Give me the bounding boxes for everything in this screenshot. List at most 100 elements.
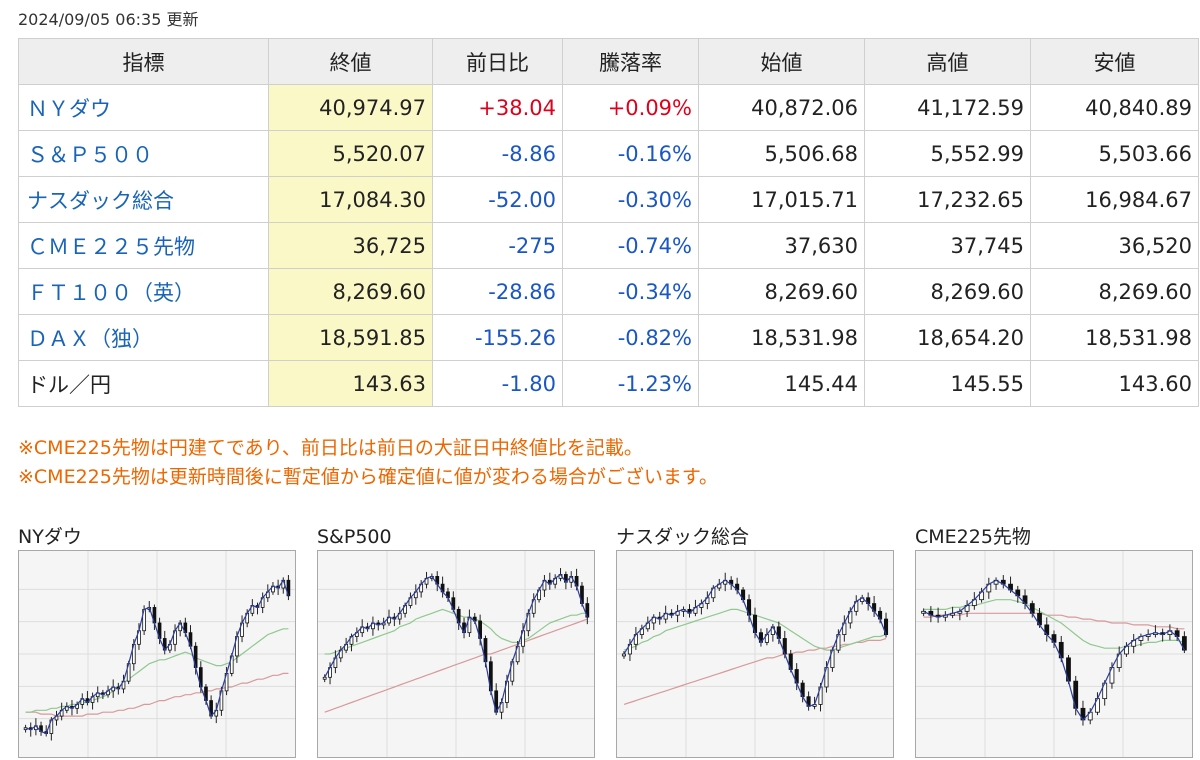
rate-value: -0.34% bbox=[562, 268, 699, 315]
header-low: 安値 bbox=[1030, 38, 1199, 85]
candle-body bbox=[286, 579, 291, 597]
ma-short-line bbox=[324, 573, 588, 714]
mini-chart-cme225[interactable]: CME225先物 bbox=[915, 524, 1195, 758]
candle-body bbox=[621, 653, 627, 657]
mini-chart-nasdaq[interactable]: ナスダック総合 bbox=[616, 524, 896, 758]
close-value: 8,269.60 bbox=[268, 268, 433, 315]
rate-value: -0.74% bbox=[562, 222, 699, 269]
notes: ※CME225先物は円建てであり、前日比は前日の大証日中終値比を記載。 ※CME… bbox=[18, 434, 718, 492]
open-value: 18,531.98 bbox=[698, 314, 865, 361]
candle-body bbox=[883, 618, 889, 636]
change-value: +38.04 bbox=[432, 84, 563, 131]
indicator-link[interactable]: Ｓ＆Ｐ５００ bbox=[27, 142, 153, 167]
indicator-link[interactable]: ＣＭＥ２２５先物 bbox=[27, 234, 195, 259]
table-row: Ｓ＆Ｐ５００ 5,520.07 -8.86 -0.16% 5,506.68 5,552.9… bbox=[18, 130, 1199, 177]
high-value: 41,172.59 bbox=[864, 84, 1031, 131]
change-value: -275 bbox=[432, 222, 563, 269]
row-name-cell[interactable]: ナスダック総合 bbox=[18, 176, 269, 223]
change-value: -155.26 bbox=[432, 314, 563, 361]
open-value: 37,630 bbox=[698, 222, 865, 269]
note-cme-yen: ※CME225先物は円建てであり、前日比は前日の大証日中終値比を記載。 bbox=[18, 437, 643, 459]
high-value: 5,552.99 bbox=[864, 130, 1031, 177]
mini-chart-title: ナスダック総合 bbox=[616, 526, 750, 548]
mini-chart-plot[interactable] bbox=[317, 550, 595, 758]
row-name-cell[interactable]: ＤＡＸ（独） bbox=[18, 314, 269, 361]
candle-body bbox=[1181, 636, 1187, 651]
close-value: 40,974.97 bbox=[268, 84, 433, 131]
mini-chart-title: CME225先物 bbox=[915, 526, 1031, 548]
high-value: 145.55 bbox=[864, 360, 1031, 407]
indicator-link[interactable]: ＤＡＸ（独） bbox=[27, 326, 153, 351]
candle-body bbox=[585, 603, 590, 618]
low-value: 40,840.89 bbox=[1030, 84, 1199, 131]
table-header-row: 指標 終値 前日比 騰落率 始値 高値 安値 bbox=[18, 38, 1199, 85]
ma-short-line bbox=[623, 579, 887, 708]
indicator-label: ドル／円 bbox=[27, 372, 111, 397]
close-value: 18,591.85 bbox=[268, 314, 433, 361]
updated-timestamp: 2024/09/05 06:35 更新 bbox=[18, 10, 199, 29]
indicator-link[interactable]: ＮＹダウ bbox=[27, 96, 111, 121]
high-value: 37,745 bbox=[864, 222, 1031, 269]
low-value: 18,531.98 bbox=[1030, 314, 1199, 361]
row-name-cell[interactable]: Ｓ＆Ｐ５００ bbox=[18, 130, 269, 177]
low-value: 8,269.60 bbox=[1030, 268, 1199, 315]
close-value: 17,084.30 bbox=[268, 176, 433, 223]
open-value: 5,506.68 bbox=[698, 130, 865, 177]
row-name-cell[interactable]: ＮＹダウ bbox=[18, 84, 269, 131]
high-value: 8,269.60 bbox=[864, 268, 1031, 315]
market-quotes-table: 指標 終値 前日比 騰落率 始値 高値 安値 ＮＹダウ 40,974.97 +38.… bbox=[18, 38, 1199, 407]
header-change: 前日比 bbox=[432, 38, 563, 85]
rate-value: -0.16% bbox=[562, 130, 699, 177]
low-value: 143.60 bbox=[1030, 360, 1199, 407]
rate-value: +0.09% bbox=[562, 84, 699, 131]
row-name-cell[interactable]: ＣＭＥ２２５先物 bbox=[18, 222, 269, 269]
rate-value: -1.23% bbox=[562, 360, 699, 407]
open-value: 145.44 bbox=[698, 360, 865, 407]
ma-mid-line bbox=[25, 628, 289, 713]
header-rate: 騰落率 bbox=[562, 38, 699, 85]
header-close: 終値 bbox=[268, 38, 433, 85]
table-row: ＦＴ１００（英） 8,269.60 -28.86 -0.34% 8,269.60 8,26… bbox=[18, 268, 1199, 315]
mini-chart-plot[interactable] bbox=[915, 550, 1193, 758]
ma-long-line bbox=[25, 672, 289, 717]
row-name-cell[interactable]: ＦＴ１００（英） bbox=[18, 268, 269, 315]
mini-chart-plot[interactable] bbox=[616, 550, 894, 758]
ma-short-line bbox=[25, 578, 289, 735]
table-row: ドル／円 143.63 -1.80 -1.23% 145.44 145.55 143.60 bbox=[18, 360, 1199, 407]
ma-long-line bbox=[324, 618, 588, 713]
mini-chart-sp500[interactable]: S&P500 bbox=[317, 524, 597, 758]
ma-long-line bbox=[623, 637, 887, 705]
open-value: 17,015.71 bbox=[698, 176, 865, 223]
close-value: 143.63 bbox=[268, 360, 433, 407]
close-value: 36,725 bbox=[268, 222, 433, 269]
change-value: -52.00 bbox=[432, 176, 563, 223]
header-indicator: 指標 bbox=[18, 38, 269, 85]
ma-short-line bbox=[923, 579, 1185, 721]
high-value: 17,232.65 bbox=[864, 176, 1031, 223]
open-value: 40,872.06 bbox=[698, 84, 865, 131]
candle-body bbox=[322, 676, 327, 680]
row-name-cell: ドル／円 bbox=[18, 360, 269, 407]
change-value: -28.86 bbox=[432, 268, 563, 315]
change-value: -8.86 bbox=[432, 130, 563, 177]
open-value: 8,269.60 bbox=[698, 268, 865, 315]
note-cme-update: ※CME225先物は更新時間後に暫定値から確定値に値が変わる場合がございます。 bbox=[18, 466, 718, 488]
change-value: -1.80 bbox=[432, 360, 563, 407]
mini-chart-title: NYダウ bbox=[18, 526, 82, 548]
header-open: 始値 bbox=[698, 38, 865, 85]
low-value: 36,520 bbox=[1030, 222, 1199, 269]
table-row: ナスダック総合 17,084.30 -52.00 -0.30% 17,015.71 17,… bbox=[18, 176, 1199, 223]
low-value: 16,984.67 bbox=[1030, 176, 1199, 223]
rate-value: -0.30% bbox=[562, 176, 699, 223]
ma-mid-line bbox=[324, 608, 588, 655]
mini-chart-nydow[interactable]: NYダウ bbox=[18, 524, 298, 758]
low-value: 5,503.66 bbox=[1030, 130, 1199, 177]
mini-chart-plot[interactable] bbox=[18, 550, 296, 758]
rate-value: -0.82% bbox=[562, 314, 699, 361]
high-value: 18,654.20 bbox=[864, 314, 1031, 361]
close-value: 5,520.07 bbox=[268, 130, 433, 177]
table-row: ＤＡＸ（独） 18,591.85 -155.26 -0.82% 18,531.98 18,… bbox=[18, 314, 1199, 361]
indicator-link[interactable]: ＦＴ１００（英） bbox=[27, 280, 195, 305]
indicator-link[interactable]: ナスダック総合 bbox=[27, 188, 174, 213]
table-row: ＣＭＥ２２５先物 36,725 -275 -0.74% 37,630 37,745 36,5… bbox=[18, 222, 1199, 269]
